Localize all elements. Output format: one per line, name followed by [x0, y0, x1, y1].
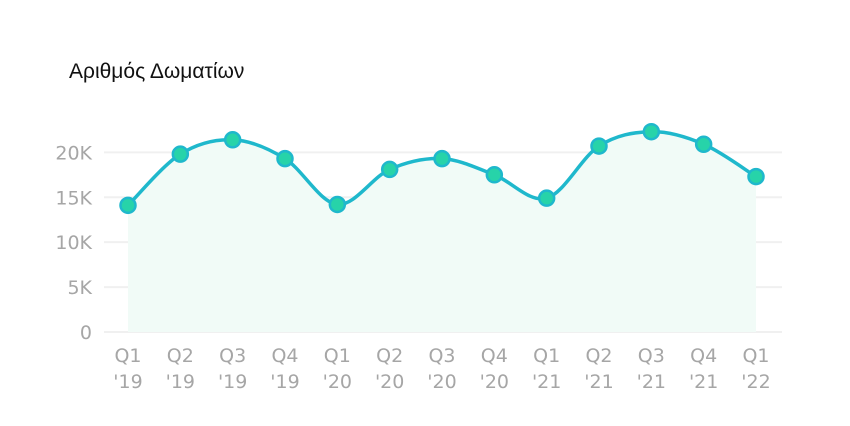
data-point[interactable]: [380, 160, 399, 179]
data-point[interactable]: [642, 122, 661, 141]
area-fill: [128, 131, 756, 332]
x-tick-label: Q1'19: [113, 345, 142, 393]
x-tick-label: Q2'21: [584, 345, 613, 393]
y-tick-label: 10K: [55, 232, 92, 254]
data-points: [119, 122, 765, 215]
data-point[interactable]: [223, 131, 242, 149]
data-point[interactable]: [328, 195, 347, 214]
data-point[interactable]: [694, 135, 713, 154]
data-point[interactable]: [537, 189, 556, 207]
x-tick-label: Q4'21: [689, 345, 718, 393]
x-tick-label: Q1'22: [741, 345, 770, 393]
x-tick-label: Q1'20: [323, 345, 352, 393]
x-tick-label: Q4'19: [270, 345, 299, 393]
chart-title: Αριθμός Δωματίων: [69, 60, 245, 83]
data-point[interactable]: [171, 145, 190, 163]
data-point[interactable]: [485, 166, 504, 184]
y-tick-label: 20K: [55, 142, 92, 164]
data-point[interactable]: [276, 149, 294, 168]
x-tick-label: Q1'21: [532, 345, 561, 393]
x-tick-label: Q3'19: [218, 345, 247, 393]
x-axis-ticks: Q1'19 Q2'19 Q3'19 Q4'19 Q1'20 Q2'20 Q3'20 Q4'20…: [113, 345, 770, 393]
data-point[interactable]: [590, 137, 608, 155]
x-tick-label: Q2'19: [166, 345, 195, 393]
data-point[interactable]: [747, 167, 765, 186]
x-tick-label: Q3'20: [427, 345, 456, 393]
x-tick-label: Q3'21: [637, 345, 666, 393]
y-tick-label: 5K: [67, 277, 92, 299]
y-tick-label: 15K: [55, 187, 92, 209]
y-axis-ticks: 0 5K 10K 15K 20K: [55, 142, 92, 344]
data-point[interactable]: [119, 196, 137, 215]
y-tick-label: 0: [80, 322, 92, 344]
x-tick-label: Q4'20: [480, 345, 509, 393]
data-point[interactable]: [433, 149, 451, 168]
x-tick-label: Q2'20: [375, 345, 404, 393]
